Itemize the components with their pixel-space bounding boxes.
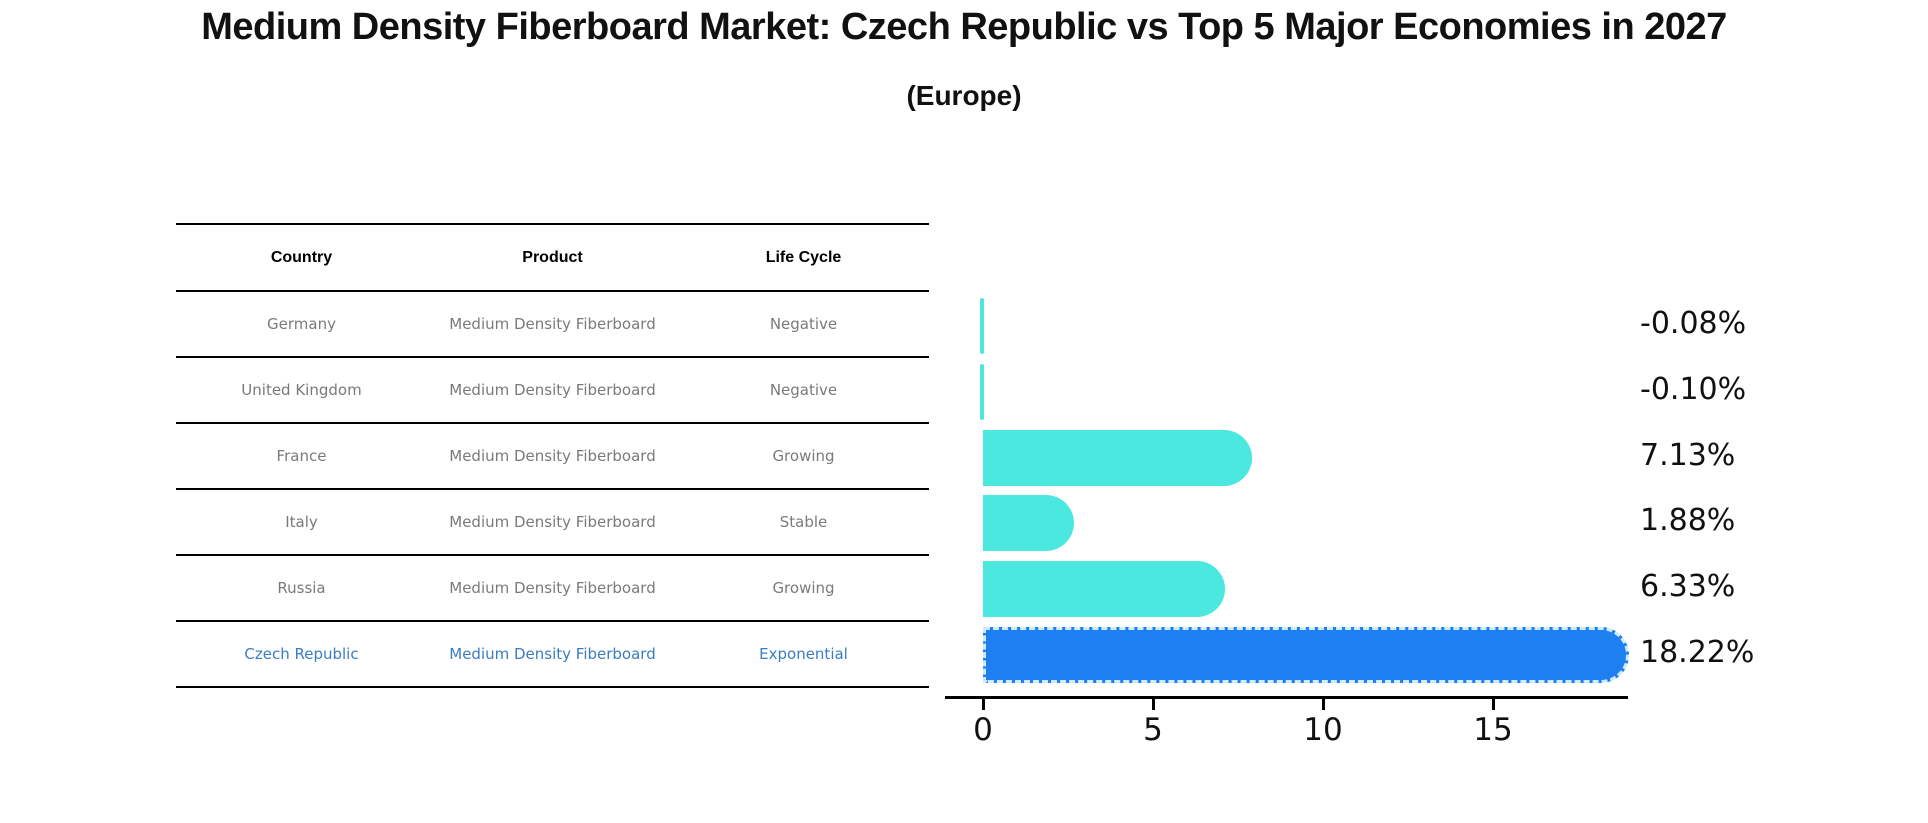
cell-country: Germany <box>267 315 336 333</box>
column-header-country: Country <box>270 248 333 266</box>
table-row: Russia Medium Density Fiberboard Growing <box>176 556 929 622</box>
cell-product: Medium Density Fiberboard <box>449 645 656 663</box>
table-row: Germany Medium Density Fiberboard Negative <box>176 292 929 358</box>
bar-germany <box>980 298 984 354</box>
x-axis-tick-label: 0 <box>973 712 993 748</box>
cell-lifecycle: Growing <box>772 579 835 597</box>
country-table: Country Product Life Cycle Germany Medium… <box>176 223 929 688</box>
cell-product: Medium Density Fiberboard <box>449 381 656 399</box>
cell-lifecycle: Exponential <box>759 645 848 663</box>
bar-value-label: 7.13% <box>1640 437 1736 473</box>
bar-value-label: -0.08% <box>1640 306 1747 341</box>
x-axis-tick-label: 15 <box>1473 712 1513 748</box>
x-axis-tick-mark <box>1321 699 1325 710</box>
cell-product: Medium Density Fiberboard <box>449 315 656 333</box>
x-axis-tick-label: 10 <box>1303 712 1343 748</box>
bar-italy <box>983 495 1074 552</box>
x-axis-tick-mark <box>981 699 985 710</box>
cell-product: Medium Density Fiberboard <box>449 447 656 465</box>
bar-highlight-czech-republic <box>983 627 1630 683</box>
cell-country: Italy <box>285 513 318 531</box>
cell-lifecycle: Negative <box>769 315 838 333</box>
table-row: Italy Medium Density Fiberboard Stable <box>176 490 929 556</box>
bar-value-label: -0.10% <box>1640 371 1747 407</box>
cell-product: Medium Density Fiberboard <box>449 513 656 531</box>
cell-country: Russia <box>277 579 326 597</box>
cell-lifecycle: Growing <box>772 447 835 465</box>
table-row: United Kingdom Medium Density Fiberboard N… <box>176 358 929 424</box>
table-body: Germany Medium Density Fiberboard Negative… <box>176 292 929 688</box>
x-axis-line <box>945 696 1628 699</box>
cell-country: Czech Republic <box>244 645 359 663</box>
cell-country: France <box>276 447 327 465</box>
x-axis-tick-mark <box>1491 699 1495 710</box>
x-axis-tick-mark <box>1151 699 1155 710</box>
cell-lifecycle: Stable <box>779 513 828 531</box>
cell-lifecycle: Negative <box>769 381 838 399</box>
cell-country: United Kingdom <box>241 381 362 399</box>
bar-france <box>983 429 1253 486</box>
table-header-row: Country Product Life Cycle <box>176 225 929 292</box>
bar-russia <box>983 561 1226 618</box>
page-subtitle: (Europe) <box>906 80 1022 111</box>
page-title: Medium Density Fiberboard Market: Czech … <box>201 6 1727 48</box>
bar-value-label: 6.33% <box>1640 569 1736 605</box>
bar-value-label: 18.22% <box>1640 635 1755 670</box>
bar-united-kingdom <box>980 363 984 420</box>
table-row: France Medium Density Fiberboard Growing <box>176 424 929 490</box>
x-axis-tick-label: 5 <box>1143 712 1163 748</box>
column-header-product: Product <box>522 248 583 266</box>
cell-product: Medium Density Fiberboard <box>449 579 656 597</box>
table-row: Czech Republic Medium Density Fiberboard E… <box>176 622 929 688</box>
bar-value-label: 1.88% <box>1640 503 1736 539</box>
column-header-lifecycle: Life Cycle <box>765 248 842 266</box>
